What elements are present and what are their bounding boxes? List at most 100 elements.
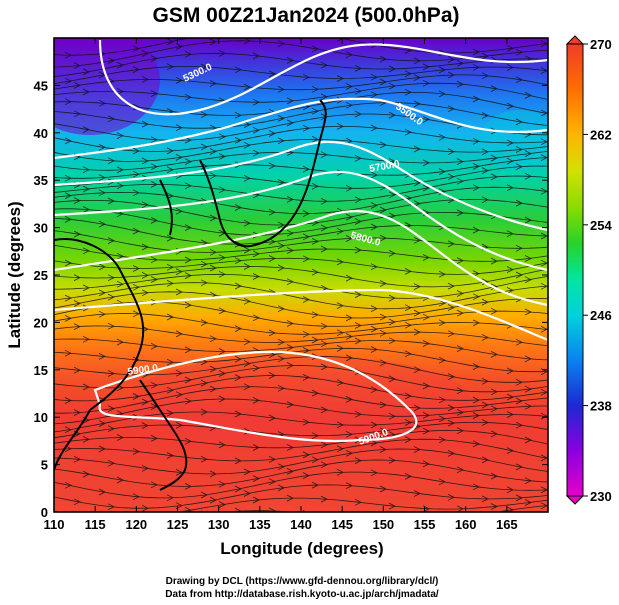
flow-arrow <box>209 264 217 272</box>
flow-arrow <box>166 192 174 200</box>
flow-arrow <box>388 65 396 73</box>
flow-arrow <box>234 485 242 493</box>
flow-arrow <box>311 456 319 464</box>
flow-arrow <box>218 307 226 315</box>
flow-arrow <box>413 404 421 412</box>
flow-arrow <box>116 280 124 288</box>
flow-arrow <box>286 247 294 254</box>
flow-arrow <box>370 263 378 271</box>
flow-arrow <box>506 157 514 165</box>
flow-arrow <box>506 411 514 418</box>
flow-arrow <box>302 418 310 426</box>
flow-arrow <box>524 276 532 284</box>
streamline <box>54 375 548 402</box>
flow-arrow <box>354 87 362 95</box>
flow-arrow <box>515 378 523 386</box>
y-tick-label: 35 <box>34 173 48 188</box>
flow-arrow <box>218 186 226 194</box>
philippines-coast <box>139 379 188 491</box>
flow-arrow <box>311 85 319 93</box>
flow-arrow <box>150 381 158 389</box>
flow-arrow <box>481 167 489 174</box>
flow-arrow <box>218 254 226 262</box>
flow-arrow <box>184 346 192 354</box>
flow-arrow <box>209 335 217 343</box>
flow-arrow <box>540 232 548 240</box>
flow-arrow <box>252 444 260 451</box>
flow-arrow <box>447 493 455 501</box>
flow-arrow <box>73 62 81 69</box>
flow-arrow <box>184 224 192 231</box>
flow-arrow <box>540 502 548 510</box>
flow-arrow <box>252 149 260 157</box>
flow-arrow <box>370 421 378 429</box>
flow-arrow <box>422 116 430 123</box>
streamline <box>54 282 548 310</box>
flow-arrow <box>116 476 124 484</box>
flow-arrow <box>379 280 387 287</box>
flow-arrow <box>472 440 480 448</box>
flow-arrow <box>404 321 412 329</box>
flow-arrow <box>268 208 276 216</box>
flow-arrow <box>268 329 276 337</box>
flow-arrow <box>438 90 446 98</box>
flow-arrow <box>64 174 72 182</box>
flow-arrow <box>243 121 251 128</box>
flow-arrow <box>540 454 548 462</box>
flow-arrow <box>472 270 480 277</box>
flow-arrow <box>218 153 226 160</box>
flow-arrow <box>438 66 446 74</box>
flow-arrow <box>345 51 353 59</box>
flow-arrow <box>277 305 285 313</box>
flow-arrow <box>506 102 514 110</box>
flow-arrow <box>472 319 480 327</box>
flow-arrow <box>481 298 489 306</box>
flow-arrow <box>166 63 174 71</box>
colorbar-tick-label: 262 <box>590 127 612 142</box>
flow-arrow <box>447 148 455 155</box>
contour-label: 5900.0 <box>127 363 159 378</box>
flow-arrow <box>422 254 430 261</box>
flow-arrow <box>405 518 411 524</box>
y-tick-label: 25 <box>34 268 48 283</box>
flow-arrow <box>413 328 421 336</box>
flow-arrow <box>302 472 310 479</box>
flow-arrow <box>107 425 115 433</box>
flow-arrow <box>175 330 183 338</box>
flow-arrow <box>150 181 158 188</box>
flow-arrow <box>151 511 152 512</box>
streamline <box>54 459 548 487</box>
flow-arrow <box>515 199 523 207</box>
flow-arrow <box>184 376 192 384</box>
streamline <box>54 429 548 449</box>
flow-arrow <box>404 47 412 54</box>
flow-arrow <box>447 105 455 113</box>
y-axis-ticks: 0 5 10 15 20 25 30 35 40 45 <box>34 78 548 520</box>
flow-arrow <box>234 240 242 248</box>
flow-arrow <box>132 265 140 272</box>
flow-arrow <box>107 197 115 205</box>
flow-arrow <box>472 95 480 103</box>
flow-arrow <box>438 319 446 327</box>
flow-arrow <box>132 170 140 178</box>
flow-arrow <box>447 240 455 248</box>
flow-arrow <box>413 236 421 244</box>
flow-arrow <box>540 109 548 117</box>
flow-arrow <box>404 473 412 480</box>
flow-arrow <box>456 257 464 264</box>
flow-arrow <box>388 375 396 383</box>
flow-arrow <box>413 283 421 290</box>
flow-arrow <box>438 356 446 364</box>
flow-arrow <box>438 436 446 444</box>
flow-arrow <box>524 92 532 99</box>
flow-arrow <box>175 391 183 399</box>
flow-arrow <box>218 270 226 278</box>
flow-arrow <box>184 437 192 445</box>
flow-arrow <box>388 111 396 119</box>
flow-arrow <box>311 481 319 489</box>
flow-arrow <box>354 291 362 298</box>
flow-arrow <box>354 65 362 72</box>
flow-arrow <box>64 77 72 85</box>
flow-arrow <box>277 221 285 229</box>
flow-arrow <box>404 70 412 78</box>
